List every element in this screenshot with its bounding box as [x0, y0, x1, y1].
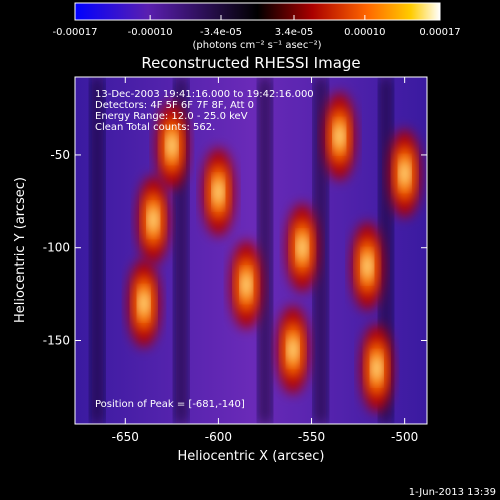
- colorbar-tick-label: 3.4e-05: [275, 27, 313, 38]
- bright-source-core: [371, 354, 382, 383]
- colorbar: -0.00017 -0.00010 -3.4e-05 3.4e-05 0.00010 0.…: [53, 2, 461, 51]
- y-tick-label: -50: [50, 148, 70, 162]
- colorbar-tick-label: 0.00010: [344, 27, 385, 38]
- dark-stripe: [258, 77, 271, 424]
- annotation-line: 13-Dec-2003 19:41:16.000 to 19:42:16.000: [95, 89, 314, 100]
- dark-stripe: [314, 77, 327, 424]
- bright-source-core: [334, 122, 345, 151]
- colorbar-tick-label: -3.4e-05: [200, 27, 242, 38]
- annotation-line: Clean Total counts: 562.: [95, 122, 215, 133]
- x-axis-title: Heliocentric X (arcsec): [178, 449, 325, 464]
- bright-source-core: [213, 178, 224, 207]
- y-axis-ticks: -50 -100 -150: [43, 148, 427, 347]
- bright-source-core: [287, 335, 298, 364]
- bright-source-core: [362, 252, 373, 281]
- bright-source-core: [138, 289, 149, 318]
- bright-source-core: [399, 159, 410, 188]
- colorbar-ticks: -0.00017 -0.00010 -3.4e-05 3.4e-05 0.00010 0.…: [53, 15, 461, 38]
- colorbar-tick-label: -0.00010: [128, 27, 173, 38]
- colorbar-tick-label: 0.00017: [419, 27, 460, 38]
- observation-annotation: 13-Dec-2003 19:41:16.000 to 19:42:16.000…: [95, 89, 314, 133]
- dark-stripe: [91, 77, 104, 424]
- annotation-line: Energy Range: 12.0 - 25.0 keV: [95, 111, 248, 122]
- y-tick-label: -150: [43, 333, 70, 347]
- chart-title: Reconstructed RHESSI Image: [141, 54, 360, 72]
- bright-sources: [127, 92, 421, 413]
- bright-source-core: [148, 205, 159, 234]
- colorbar-gradient: [74, 2, 441, 21]
- bright-source-core: [241, 270, 252, 299]
- bright-source-core: [297, 233, 308, 262]
- peak-position-label: Position of Peak = [-681,-140]: [95, 399, 245, 410]
- x-tick-label: -550: [298, 430, 325, 444]
- bright-source-core: [166, 131, 177, 160]
- colorbar-tick-label: -0.00017: [53, 27, 98, 38]
- y-axis-title: Heliocentric Y (arcsec): [13, 177, 28, 323]
- x-axis-ticks: -650 -600 -550 -500: [112, 77, 418, 444]
- colorbar-unit-label: (photons cm⁻² s⁻¹ asec⁻²): [192, 40, 321, 51]
- annotation-line: Detectors: 4F 5F 6F 7F 8F, Att 0: [95, 100, 254, 111]
- x-tick-label: -650: [112, 430, 139, 444]
- y-tick-label: -100: [43, 241, 70, 255]
- timestamp: 1-Jun-2013 13:39: [409, 487, 496, 498]
- x-tick-label: -500: [391, 430, 418, 444]
- plot-area: [75, 77, 427, 424]
- x-tick-label: -600: [205, 430, 232, 444]
- plot-frame: [74, 76, 428, 425]
